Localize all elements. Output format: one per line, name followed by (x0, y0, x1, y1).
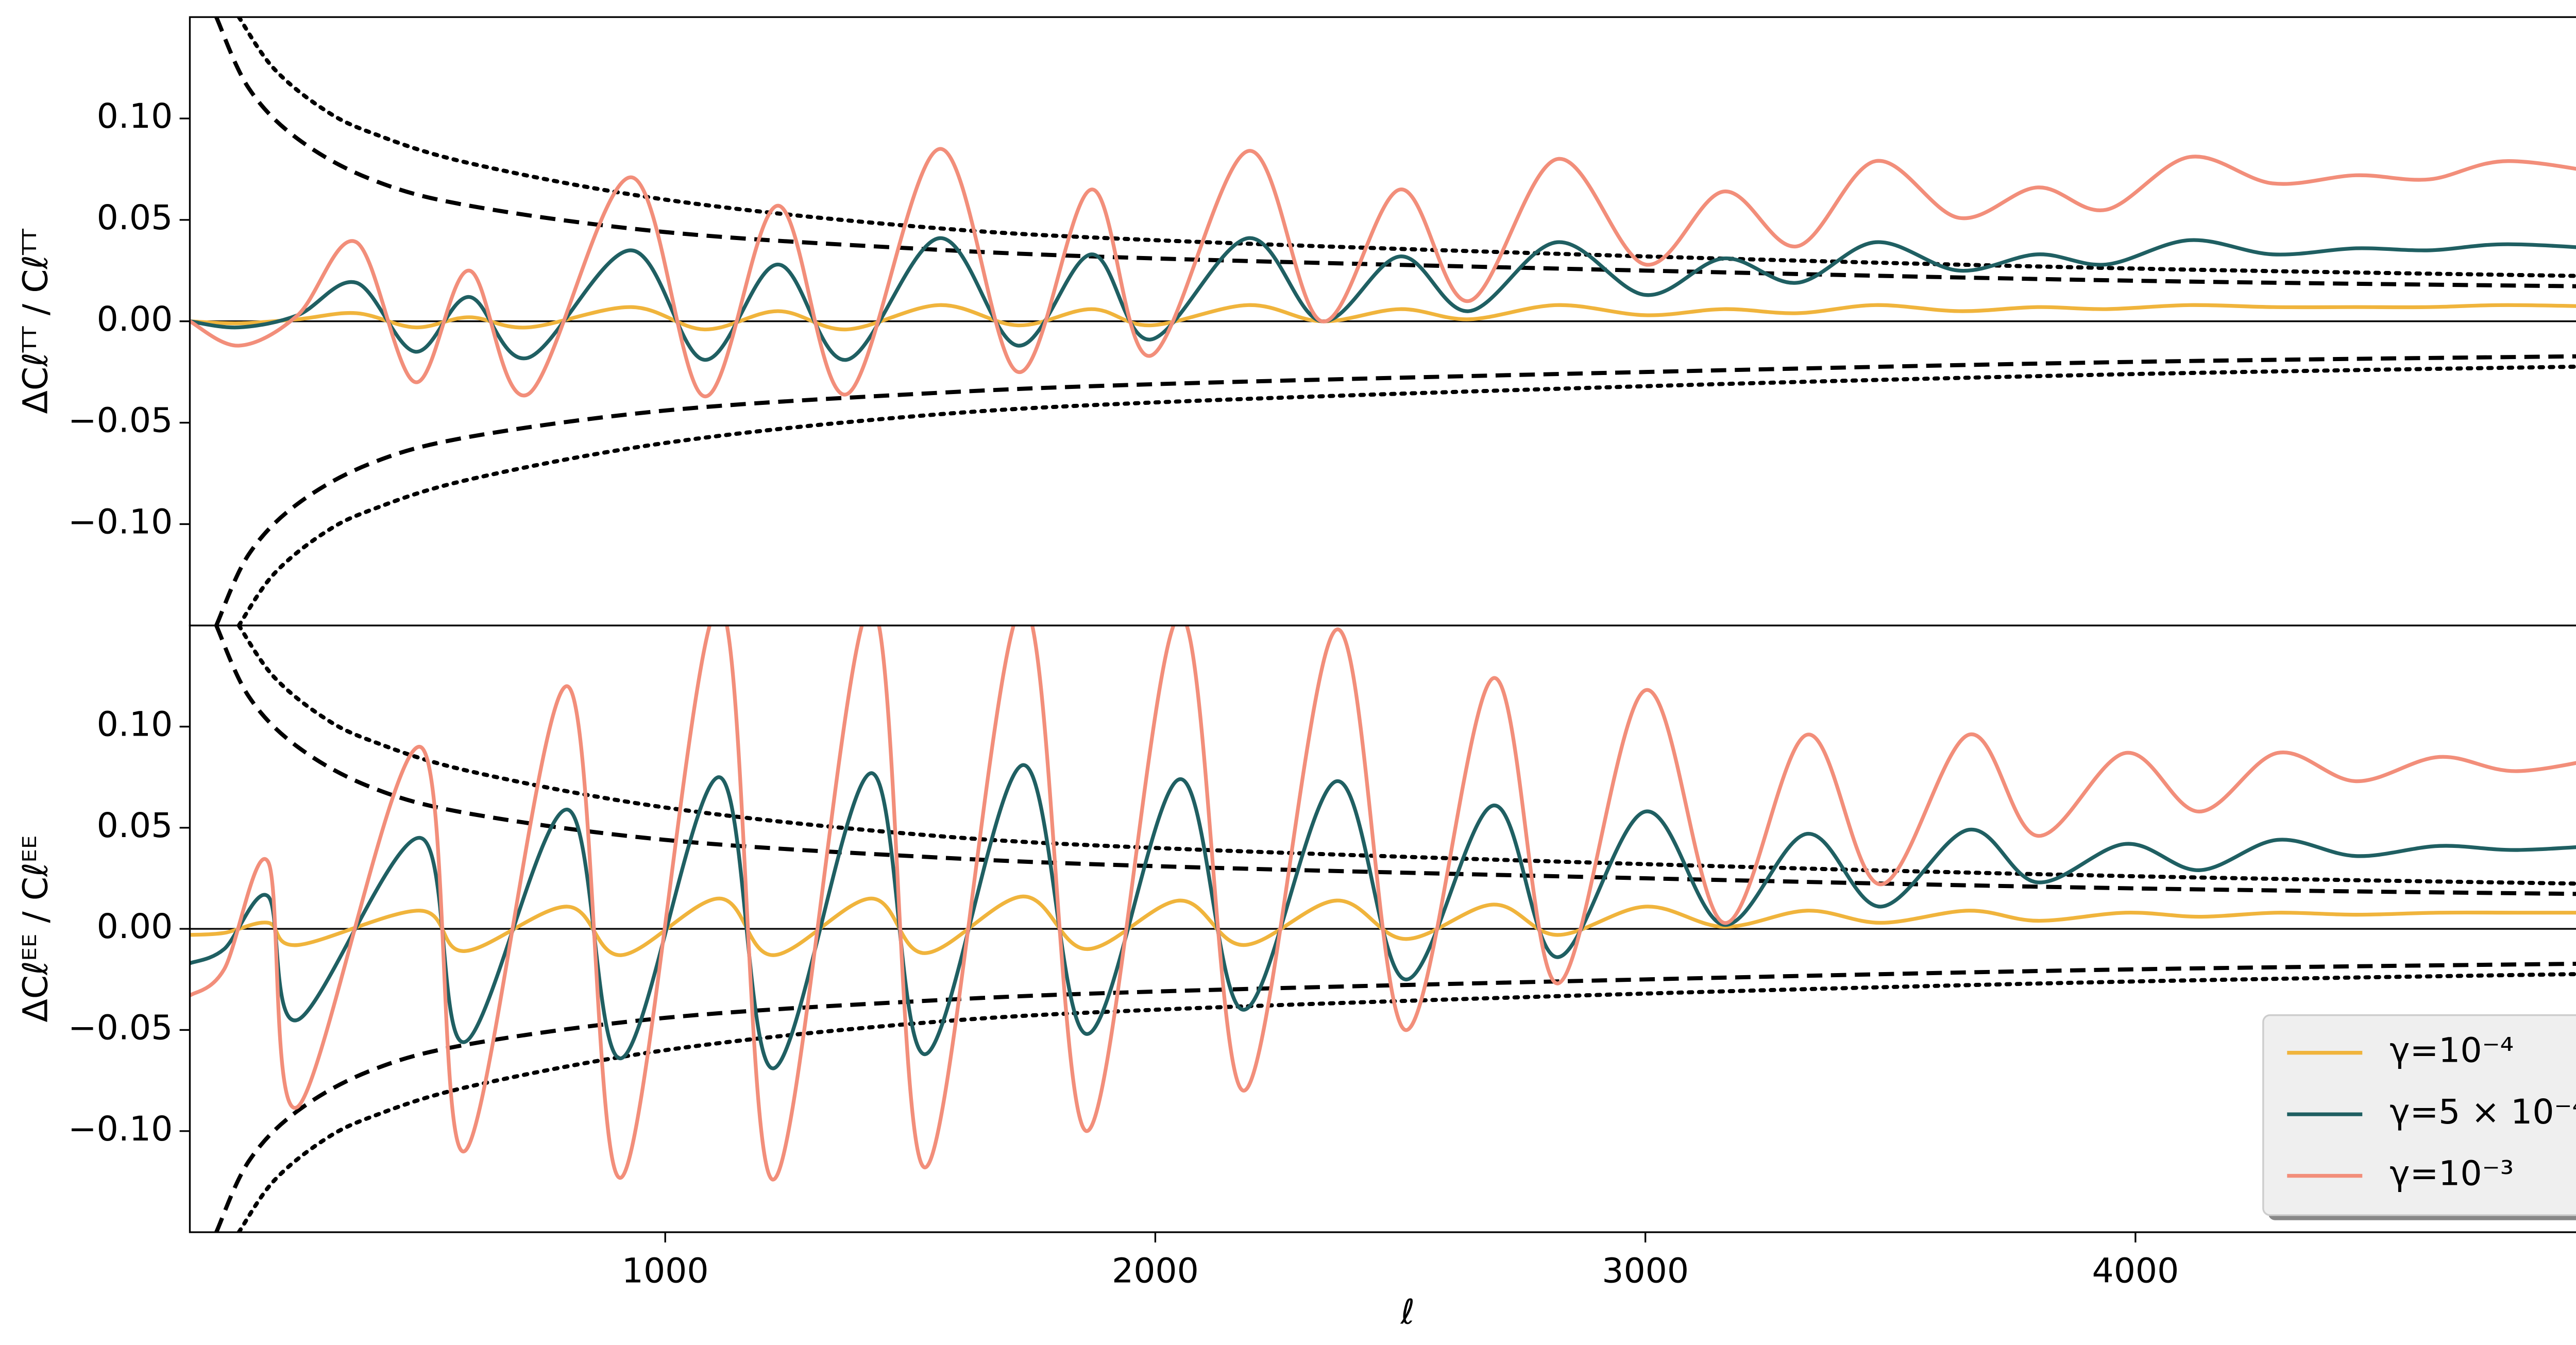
x-tick-label: 3000 (1602, 1251, 1689, 1291)
error-band (236, 364, 2576, 626)
y-tick-label: 0.05 (97, 805, 173, 845)
series-line (190, 303, 2576, 332)
error-band (214, 17, 2576, 288)
series-line (190, 625, 2576, 1182)
series-line (190, 147, 2576, 399)
y-tick-label: −0.10 (68, 501, 173, 541)
y-tick-label: 0.00 (97, 299, 173, 339)
error-band (214, 962, 2576, 1233)
legend-label: γ=10⁻³ (2389, 1153, 2514, 1194)
plot-area (190, 17, 2576, 626)
legend-label: γ=10⁻⁴ (2389, 1030, 2514, 1070)
series-line (190, 894, 2576, 957)
series-line (190, 236, 2576, 362)
series-line (190, 763, 2576, 1070)
y-axis-label: ΔCℓᵀᵀ / Cℓᵀᵀ (15, 229, 55, 414)
y-tick-label: 0.05 (97, 197, 173, 237)
axes-frame (189, 624, 2576, 1233)
x-axis-label: ℓ (1400, 1291, 1415, 1332)
x-tick-label: 2000 (1112, 1251, 1199, 1291)
error-band (236, 972, 2576, 1233)
error-band (214, 354, 2576, 626)
y-tick-label: 0.00 (97, 906, 173, 946)
legend-box (2262, 1014, 2576, 1216)
y-axis-label: ΔCℓᴱᴱ / Cℓᴱᴱ (15, 836, 55, 1023)
legend-label: γ=5 × 10⁻⁴ (2389, 1092, 2576, 1132)
y-tick-label: 0.10 (97, 96, 173, 136)
x-tick-label: 1000 (622, 1251, 709, 1291)
y-tick-label: −0.05 (68, 400, 173, 440)
x-tick-label: 4000 (2092, 1251, 2179, 1291)
plot-area (190, 625, 2576, 1233)
y-tick-label: 0.10 (97, 704, 173, 744)
error-band (214, 625, 2576, 896)
y-tick-label: −0.10 (68, 1109, 173, 1149)
error-band (236, 625, 2576, 886)
y-tick-label: −0.05 (68, 1008, 173, 1048)
error-band (236, 17, 2576, 278)
